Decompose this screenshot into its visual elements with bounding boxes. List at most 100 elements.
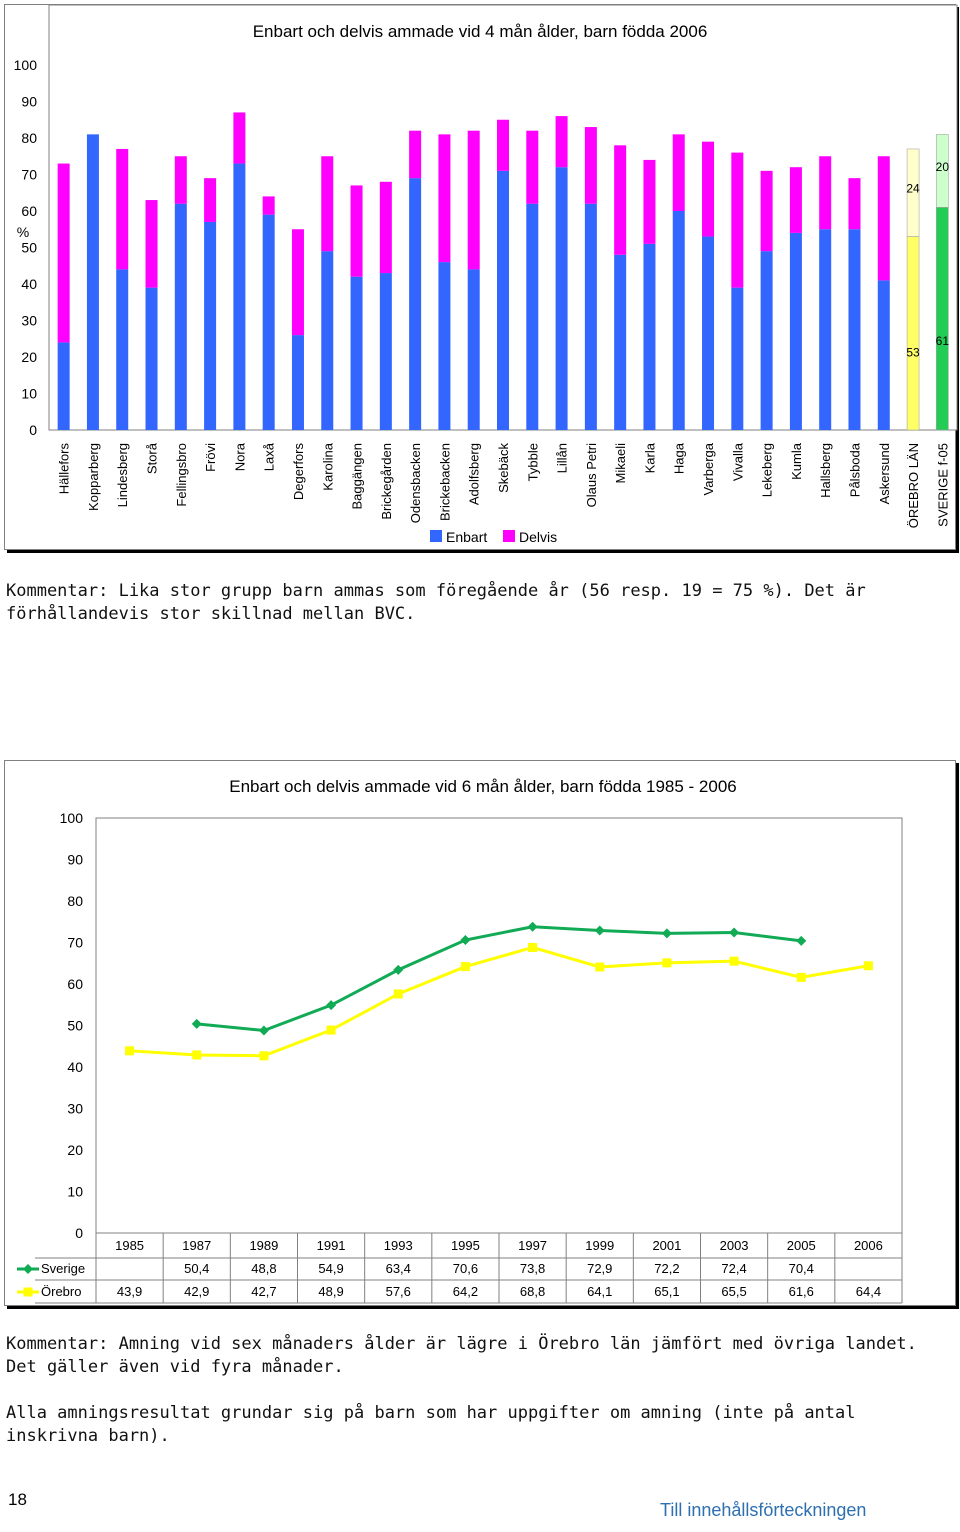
data-point: [326, 1000, 337, 1011]
x-tick-label: Laxå: [262, 442, 277, 471]
bar-enbart: [174, 203, 187, 430]
bar-enbart: [467, 269, 480, 430]
bar-enbart: [233, 163, 246, 431]
y-tick-label: 20: [21, 349, 37, 365]
table-cell: 64,4: [856, 1284, 881, 1299]
table-cell: 48,9: [318, 1284, 343, 1299]
data-point: [796, 972, 806, 982]
data-point: [863, 961, 873, 971]
bar-enbart: [555, 167, 568, 430]
x-tick-label: Lillån: [555, 443, 570, 473]
data-point: [393, 989, 403, 999]
bar-enbart: [848, 229, 861, 430]
x-tick-label: 1985: [115, 1238, 144, 1253]
x-tick-label: 2006: [854, 1238, 883, 1253]
data-point: [661, 928, 672, 939]
plot-area: [95, 817, 903, 1234]
data-point: [594, 925, 605, 936]
bar-enbart: [204, 221, 217, 430]
bar-delvis: [379, 181, 392, 274]
x-tick-label: Nora: [232, 442, 247, 471]
x-tick-label: Fellingsbro: [174, 443, 189, 507]
x-tick-label: 1993: [384, 1238, 413, 1253]
data-label: 53: [906, 346, 920, 360]
x-tick-label: Pålsboda: [847, 442, 862, 497]
x-tick-label: 1999: [585, 1238, 614, 1253]
bar-enbart: [145, 287, 158, 430]
y-tick-label: 90: [21, 94, 37, 110]
x-tick-label: 2005: [787, 1238, 816, 1253]
data-point: [258, 1025, 269, 1036]
table-cell: 54,9: [318, 1261, 343, 1276]
bar-enbart: [116, 269, 129, 430]
bar-delvis: [643, 159, 656, 244]
bar-enbart: [497, 170, 509, 430]
bar-delvis: [848, 178, 861, 230]
bar-enbart: [379, 273, 392, 430]
x-tick-label: Karla: [642, 442, 657, 473]
bar-enbart: [57, 342, 70, 430]
table-series-name: Sverige: [41, 1261, 85, 1276]
data-point: [191, 1018, 202, 1029]
toc-link[interactable]: Till innehållsförteckningen: [660, 1500, 867, 1520]
data-label: 61: [936, 334, 950, 348]
bar-delvis: [497, 119, 509, 171]
y-tick-label: 0: [75, 1225, 83, 1241]
bar-delvis: [672, 134, 685, 211]
y-tick-label: 0: [29, 422, 37, 438]
bar-delvis: [321, 156, 334, 252]
table-cell: 72,4: [721, 1261, 746, 1276]
table-cell: 48,8: [251, 1261, 276, 1276]
x-tick-label: 1997: [518, 1238, 547, 1253]
bar-enbart: [702, 236, 715, 430]
bar-delvis: [760, 170, 773, 252]
x-tick-label: Adolfsberg: [467, 443, 482, 505]
table-cell: 43,9: [117, 1284, 142, 1299]
y-tick-label: 80: [67, 893, 83, 909]
bar-enbart: [291, 335, 304, 430]
y-tick-label: 50: [21, 240, 37, 256]
x-tick-label: Baggängen: [350, 443, 365, 510]
bar-delvis: [174, 156, 187, 204]
page-number: 18: [8, 1490, 27, 1509]
bar-delvis: [936, 134, 949, 208]
bar-enbart: [350, 276, 363, 430]
x-tick-label: 1987: [182, 1238, 211, 1253]
x-tick-label: Brickegården: [379, 443, 394, 520]
table-cell: 70,4: [789, 1261, 814, 1276]
bar-delvis: [438, 134, 451, 263]
y-tick-label: 30: [67, 1101, 83, 1117]
bar-enbart: [584, 203, 597, 430]
table-cell: 42,7: [251, 1284, 276, 1299]
y-axis-label: %: [17, 224, 29, 240]
bar-delvis: [467, 130, 480, 270]
bar-delvis: [409, 130, 422, 179]
chart-title: Enbart och delvis ammade vid 4 mån ålder…: [253, 22, 708, 41]
x-tick-label: Skebäck: [496, 443, 511, 493]
bar-delvis: [877, 156, 890, 281]
bar-delvis: [819, 156, 832, 230]
x-tick-label: Degerfors: [291, 443, 306, 501]
x-tick-label: 1995: [451, 1238, 480, 1253]
data-label: 24: [906, 181, 920, 195]
table-cell: 64,2: [453, 1284, 478, 1299]
table-cell: 57,6: [386, 1284, 411, 1299]
data-point: [796, 935, 807, 946]
x-tick-label: Mikaeli: [613, 443, 628, 484]
x-tick-label: Varberga: [701, 442, 716, 495]
data-point: [729, 927, 740, 938]
x-tick-label: Lekeberg: [760, 443, 775, 497]
x-tick-label: Vivalla: [730, 442, 745, 481]
x-tick-label: Lindesberg: [115, 443, 130, 507]
table-cell: 63,4: [386, 1261, 411, 1276]
bar-enbart: [262, 214, 275, 430]
x-tick-label: Storå: [145, 442, 160, 474]
data-point: [326, 1025, 336, 1035]
bar-delvis: [789, 167, 802, 233]
table-cell: 42,9: [184, 1284, 209, 1299]
bar-enbart: [789, 232, 802, 430]
table-cell: 73,8: [520, 1261, 545, 1276]
bar-delvis: [145, 200, 158, 288]
table-cell: 61,6: [789, 1284, 814, 1299]
bar-delvis: [526, 130, 539, 204]
